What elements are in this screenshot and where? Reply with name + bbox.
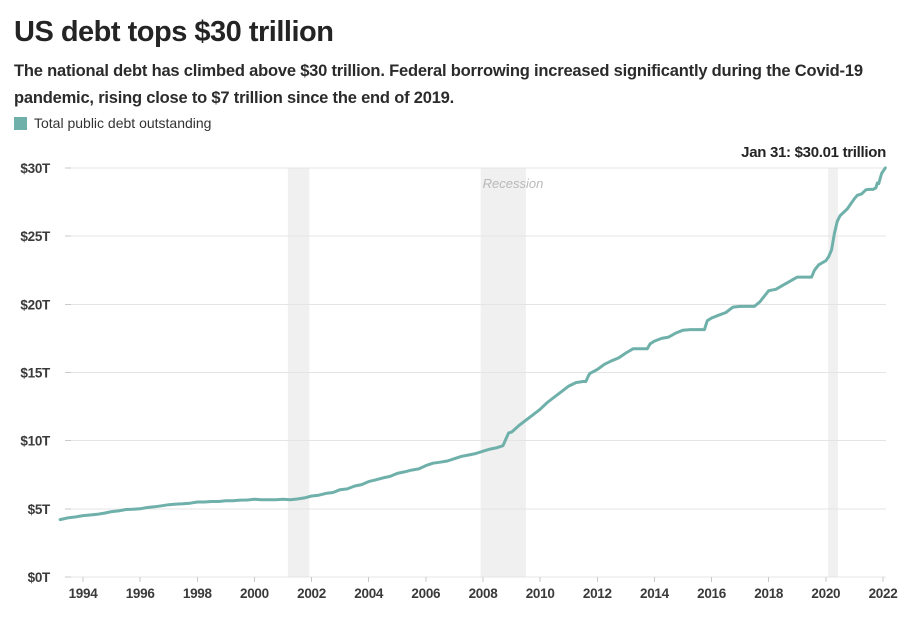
x-axis-label: 2008 [469, 586, 499, 601]
y-axis-label: $25T [20, 229, 51, 244]
x-axis-label: 2018 [754, 586, 784, 601]
page-title: US debt tops $30 trillion [14, 16, 334, 48]
y-axis-label: $15T [20, 366, 51, 381]
x-axis-label: 2020 [811, 586, 840, 601]
x-axis-label: 2014 [640, 586, 670, 601]
y-axis-label: $20T [20, 297, 51, 312]
x-axis-label: 2016 [697, 586, 727, 601]
y-axis-label: $5T [28, 502, 51, 517]
debt-line-chart: $0T $5T $10T $15T $20T $25T $30T 1994 1996 1998 20… [20, 144, 898, 601]
y-axis-label: $30T [20, 161, 51, 176]
legend-label: Total public debt outstanding [34, 115, 212, 131]
x-axis-label: 1996 [126, 586, 156, 601]
x-axis-label: 2000 [240, 586, 269, 601]
x-axis-label: 1998 [183, 586, 213, 601]
x-axis-label: 2002 [297, 586, 326, 601]
y-axis-label: $10T [20, 434, 51, 449]
x-axis-label: 1994 [69, 586, 99, 601]
legend: Total public debt outstanding [14, 115, 211, 131]
legend-swatch-icon [14, 116, 27, 130]
chart-subtitle: The national debt has climbed above $30 … [14, 62, 863, 107]
recession-label: Recession [483, 176, 544, 191]
x-axis-label: 2022 [869, 586, 898, 601]
x-axis-label: 2006 [411, 586, 441, 601]
x-axis-label: 2010 [526, 586, 555, 601]
peak-annotation: Jan 31: $30.01 trillion [741, 144, 886, 161]
debt-line [58, 166, 887, 522]
y-axis-label: $0T [28, 570, 51, 585]
x-axis-label: 2012 [583, 586, 612, 601]
x-axis-label: 2004 [354, 586, 384, 601]
